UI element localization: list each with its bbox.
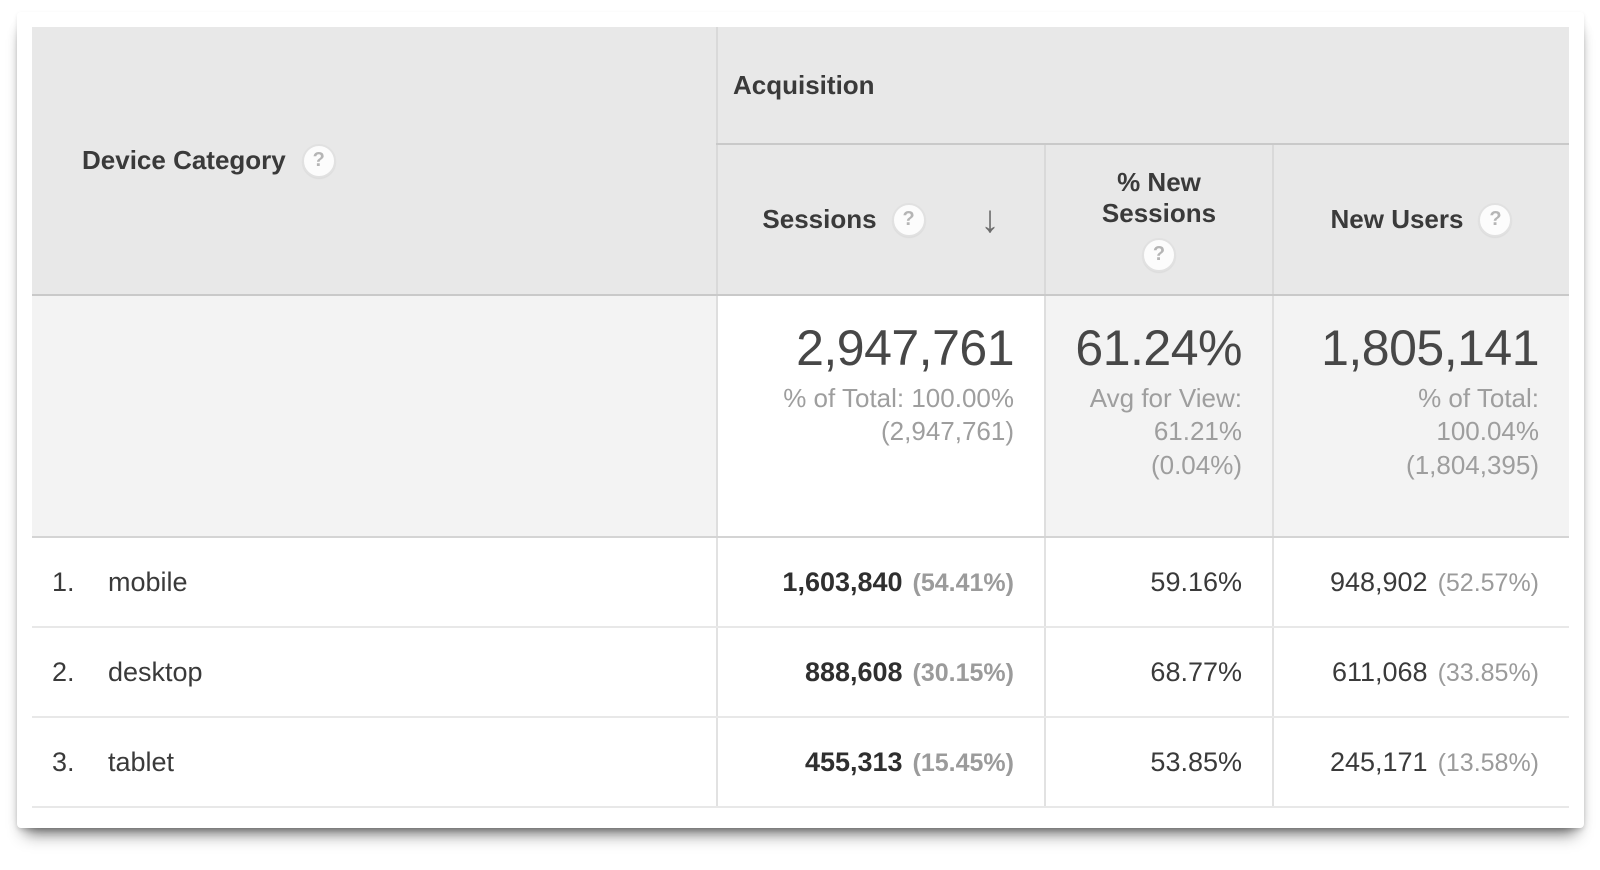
group-header-row: Device Category ? Acquisition [32,27,1570,296]
pct-new-sessions-cell: 53.85% [1044,717,1273,808]
device-label: tablet [108,746,175,777]
help-icon[interactable]: ? [301,143,336,178]
table-row-desktop: 2. desktop 888,608 (30.15%) 68.77% 611,06… [32,627,1570,718]
pct-new-sessions-cell: 59.16% [1044,537,1273,628]
device-label: desktop [108,656,203,687]
new-users-header-label: New Users [1330,204,1464,234]
totals-row: 2,947,761 % of Total: 100.00% (2,947,761… [32,295,1570,538]
group-header-acquisition: Acquisition [715,27,1570,145]
new-users-cell: 611,068 (33.85%) [1271,627,1570,718]
sessions-header-label: Sessions [762,204,877,234]
device-label: mobile [108,566,188,597]
pct-new-sessions-header-label: % New Sessions [1101,167,1217,228]
device-cell: 2. desktop [32,627,717,718]
row-index: 2. [52,656,75,687]
column-header-new-users[interactable]: New Users ? [1271,144,1570,296]
totals-sessions-subtext: % of Total: 100.00% (2,947,761) [783,383,1014,447]
row-index: 3. [52,746,75,777]
column-header-pct-new-sessions[interactable]: % New Sessions ? [1044,144,1273,296]
acquisition-group-label: Acquisition [733,69,875,100]
totals-pct-new-sessions-subtext: Avg for View: 61.21% (0.04%) [1089,383,1242,480]
pct-new-sessions-cell: 68.77% [1044,627,1273,718]
device-category-table: Device Category ? Acquisition Sessions ?… [32,27,1570,808]
totals-sessions-value: 2,947,761 [796,320,1014,376]
analytics-table-card: Device Category ? Acquisition Sessions ?… [17,12,1584,828]
device-cell: 1. mobile [32,537,717,628]
table-row-tablet: 3. tablet 455,313 (15.45%) 53.85% 245,171… [32,717,1570,808]
help-icon[interactable]: ? [1142,237,1176,272]
device-category-header-label: Device Category [82,145,286,175]
totals-new-users-value: 1,805,141 [1321,320,1540,376]
table-row-mobile: 1. mobile 1,603,840 (54.41%) 59.16% 948,9… [32,537,1570,628]
device-cell: 3. tablet [32,717,717,808]
sessions-cell: 455,313 (15.45%) [716,717,1045,808]
new-users-cell: 948,902 (52.57%) [1271,537,1570,628]
totals-sessions-cell: 2,947,761 % of Total: 100.00% (2,947,761… [716,295,1045,538]
sessions-cell: 1,603,840 (54.41%) [716,537,1045,628]
totals-pct-new-sessions-value: 61.24% [1075,320,1242,376]
sessions-cell: 888,608 (30.15%) [716,627,1045,718]
totals-device-cell [32,295,717,538]
sort-descending-icon[interactable]: ↓ [980,198,1000,241]
metric-header-row: Sessions ? ↓ % New Sessions ? New Users … [32,144,1570,296]
new-users-cell: 245,171 (13.58%) [1271,717,1570,808]
column-header-device-category[interactable]: Device Category ? [32,27,717,296]
column-header-sessions[interactable]: Sessions ? ↓ [716,144,1045,296]
help-icon[interactable]: ? [891,202,926,237]
help-icon[interactable]: ? [1478,202,1513,237]
row-index: 1. [52,566,75,597]
totals-new-users-subtext: % of Total: 100.04% (1,804,395) [1406,383,1540,480]
totals-pct-new-sessions-cell: 61.24% Avg for View: 61.21% (0.04%) [1044,295,1273,538]
totals-new-users-cell: 1,805,141 % of Total: 100.04% (1,804,395… [1271,295,1570,538]
